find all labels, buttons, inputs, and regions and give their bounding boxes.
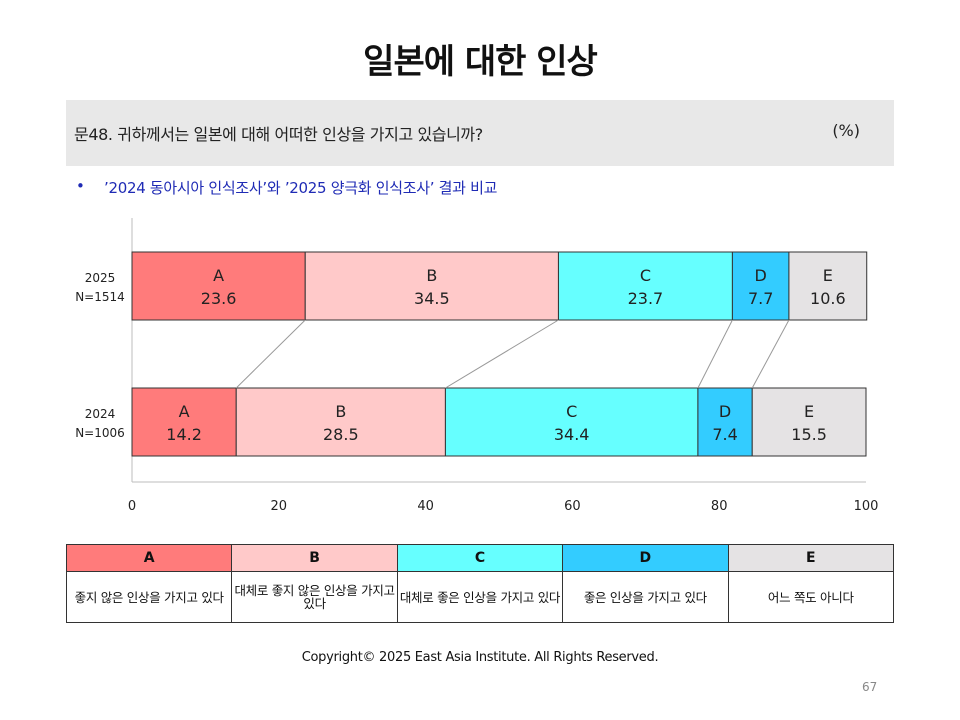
connector-line — [445, 319, 559, 389]
bar-2025-b — [304, 251, 559, 321]
legend-desc-a: 좋지 않은 인상을 가지고 있다 — [65, 571, 233, 623]
row-year-label: 2025 — [85, 271, 116, 285]
legend-header-a: A — [65, 544, 233, 572]
bar-2024-c — [444, 387, 699, 457]
legend-header-e: E — [727, 544, 895, 572]
bar-category-label: A — [213, 266, 224, 285]
legend-header-c: C — [396, 544, 564, 572]
bar-value-label: 10.6 — [810, 289, 846, 308]
bullet-marker: • — [76, 177, 85, 195]
bar-2025-c — [557, 251, 733, 321]
bar-category-label: E — [804, 402, 814, 421]
copyright-notice: Copyright© 2025 East Asia Institute. All… — [301, 650, 659, 665]
row-n-label: N=1514 — [75, 290, 125, 304]
bar-category-label: B — [335, 402, 346, 421]
page-title: 일본에 대한 인상 — [363, 42, 598, 82]
bar-value-label: 23.6 — [201, 289, 237, 308]
bar-value-label: 7.4 — [712, 425, 737, 444]
bar-category-label: B — [426, 266, 437, 285]
bar-value-label: 14.2 — [166, 425, 202, 444]
legend-table: A B C D E 좋지 않은 인상을 가지고 있다 대체로 좋지 않은 인상을… — [65, 544, 895, 623]
connector-line — [697, 319, 733, 389]
x-tick-label: 60 — [564, 499, 581, 514]
legend-desc-e: 어느 쪽도 아니다 — [727, 571, 895, 623]
x-tick-label: 0 — [128, 499, 136, 514]
connector-line — [751, 319, 790, 389]
comparison-note: ’2024 동아시아 인식조사’와 ’2025 양극화 인식조사’ 결과 비교 — [104, 179, 498, 197]
question-text: 문48. 귀하께서는 일본에 대해 어떠한 인상을 가지고 있습니까? — [74, 125, 483, 144]
bar-2024-a — [131, 387, 237, 457]
stacked-bar-chart: A 23.6 B 34.5 C 23.7 D 7.7 E 10.6 2025 N=1514 A 14.2 B… — [75, 218, 879, 514]
bar-2024-b — [235, 387, 446, 457]
bar-2025-e — [788, 251, 868, 321]
row-year-label: 2024 — [85, 407, 116, 421]
bar-2024-d — [697, 387, 753, 457]
legend-desc-c: 대체로 좋은 인상을 가지고 있다 — [396, 571, 564, 623]
bar-value-label: 15.5 — [791, 425, 827, 444]
legend-header-b: B — [231, 544, 398, 572]
bar-category-label: D — [755, 266, 767, 285]
legend-desc-b: 대체로 좋지 않은 인상을 가지고 있다 — [231, 571, 398, 623]
bar-value-label: 34.5 — [414, 289, 450, 308]
bar-2024-e — [751, 387, 867, 457]
bar-value-label: 28.5 — [323, 425, 359, 444]
legend-description-row: 좋지 않은 인상을 가지고 있다 대체로 좋지 않은 인상을 가지고 있다 대체… — [65, 571, 895, 623]
x-tick-label: 20 — [271, 499, 288, 514]
bar-2025-a — [131, 251, 306, 321]
unit-label: (%) — [832, 121, 860, 140]
x-tick-label: 80 — [711, 499, 728, 514]
bar-category-label: C — [640, 266, 651, 285]
legend-header-d: D — [562, 544, 729, 572]
bar-value-label: 23.7 — [628, 289, 664, 308]
connector-line — [235, 319, 306, 389]
page-number: 67 — [862, 680, 878, 694]
bar-category-label: D — [719, 402, 731, 421]
legend-header-row: A B C D E — [65, 544, 895, 572]
x-tick-label: 40 — [417, 499, 434, 514]
legend-desc-d: 좋은 인상을 가지고 있다 — [562, 571, 729, 623]
x-tick-label: 100 — [854, 499, 879, 514]
bar-value-label: 34.4 — [554, 425, 590, 444]
bar-category-label: A — [179, 402, 190, 421]
bar-category-label: E — [823, 266, 833, 285]
row-n-label: N=1006 — [75, 426, 125, 440]
bar-2025-d — [731, 251, 790, 321]
bar-value-label: 7.7 — [748, 289, 773, 308]
question-box: 문48. 귀하께서는 일본에 대해 어떠한 인상을 가지고 있습니까? (%) — [66, 100, 894, 166]
bar-category-label: C — [566, 402, 577, 421]
